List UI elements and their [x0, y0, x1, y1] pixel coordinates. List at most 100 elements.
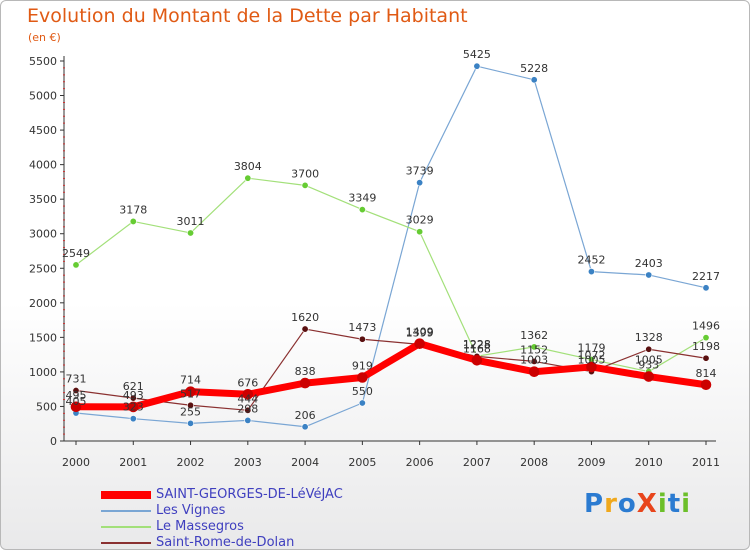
y-tick-label: 500 [36, 400, 57, 413]
data-label: 1362 [520, 329, 548, 342]
data-point [645, 271, 653, 279]
data-label: 1072 [577, 349, 605, 362]
data-label: 255 [180, 405, 201, 418]
data-point [358, 206, 366, 214]
x-tick-label: 2004 [291, 456, 319, 469]
logo-letter: P [584, 489, 605, 519]
data-point [471, 355, 483, 366]
data-label: 5228 [520, 62, 548, 75]
y-tick-label: 2000 [29, 297, 57, 310]
data-label: 2452 [577, 254, 605, 267]
data-label: 1005 [635, 354, 663, 367]
data-label: 1328 [635, 331, 663, 344]
y-tick-label: 1000 [29, 366, 57, 379]
data-label: 1179 [577, 342, 605, 355]
data-label: 206 [295, 409, 316, 422]
data-label: 1005 [577, 354, 605, 367]
data-point [358, 335, 366, 343]
data-point [129, 415, 137, 423]
data-point [358, 399, 366, 407]
legend-swatch [101, 542, 151, 544]
data-point [702, 354, 710, 362]
legend-label: Les Vignes [156, 503, 226, 518]
logo-letter: o [617, 489, 637, 519]
data-label: 550 [352, 385, 373, 398]
y-tick-label: 2500 [29, 262, 57, 275]
data-label: 1003 [520, 354, 548, 367]
legend-label: Le Massegros [156, 519, 244, 534]
chart-subtitle: (en €) [28, 31, 61, 44]
data-point [299, 377, 311, 389]
logo-letter: i [657, 489, 668, 519]
data-point [244, 416, 252, 424]
legend-swatch [101, 510, 151, 512]
data-label: 731 [66, 372, 87, 385]
data-label: 3804 [234, 160, 262, 173]
y-tick-label: 0 [50, 435, 57, 448]
x-tick-label: 2003 [234, 456, 262, 469]
data-point [414, 338, 425, 349]
data-label: 714 [180, 374, 201, 387]
data-point [530, 343, 538, 351]
data-label: 1399 [406, 326, 434, 339]
data-label: 1473 [348, 321, 376, 334]
series-line [75, 65, 707, 428]
data-point [587, 268, 595, 276]
data-label: 1168 [463, 342, 491, 355]
data-point [187, 401, 195, 409]
logo-letter: t [667, 489, 682, 519]
data-point [244, 406, 252, 414]
data-label: 3029 [406, 214, 434, 227]
data-point [528, 366, 540, 378]
data-label: 444 [237, 392, 258, 405]
data-label: 1620 [291, 311, 319, 324]
x-tick-label: 2010 [635, 456, 663, 469]
data-point [244, 174, 252, 182]
data-label: 517 [180, 387, 201, 400]
data-point [187, 419, 195, 427]
y-tick-label: 3000 [29, 228, 57, 241]
data-point [127, 401, 139, 413]
data-label: 493 [123, 389, 144, 402]
data-label: 3739 [406, 165, 434, 178]
data-label: 933 [638, 359, 659, 372]
data-point [586, 361, 597, 373]
data-point [129, 394, 137, 402]
data-label: 1198 [692, 340, 720, 353]
x-tick-label: 2000 [62, 456, 90, 469]
x-tick-label: 2007 [463, 456, 491, 469]
data-label: 2549 [62, 247, 90, 260]
data-point [242, 388, 254, 400]
data-label: 1228 [463, 338, 491, 351]
data-label: 5425 [463, 48, 491, 61]
proxiti-logo: ProXiti [584, 489, 691, 519]
data-label: 814 [696, 367, 717, 380]
data-point [357, 372, 368, 383]
logo-letter: i [681, 489, 692, 519]
y-tick-label: 4500 [29, 124, 57, 137]
data-point [702, 334, 710, 342]
data-label: 3349 [348, 192, 376, 205]
data-point [301, 181, 309, 189]
data-point [72, 386, 80, 394]
data-point [702, 284, 710, 292]
data-point [70, 401, 82, 413]
data-point [645, 345, 653, 353]
data-label: 323 [123, 401, 144, 414]
data-point [700, 379, 712, 391]
legend-label: Saint-Rome-de-Dolan [156, 535, 295, 550]
data-point [187, 229, 195, 237]
x-tick-label: 2006 [406, 456, 434, 469]
data-label: 405 [66, 395, 87, 408]
data-label: 1225 [463, 338, 491, 351]
data-point [416, 228, 424, 236]
data-point [301, 423, 309, 431]
data-label: 838 [295, 365, 316, 378]
y-tick-label: 5000 [29, 90, 57, 103]
data-label: 1409 [406, 326, 434, 339]
data-point [473, 62, 481, 70]
data-label: 2403 [635, 257, 663, 270]
series-line [75, 177, 707, 373]
